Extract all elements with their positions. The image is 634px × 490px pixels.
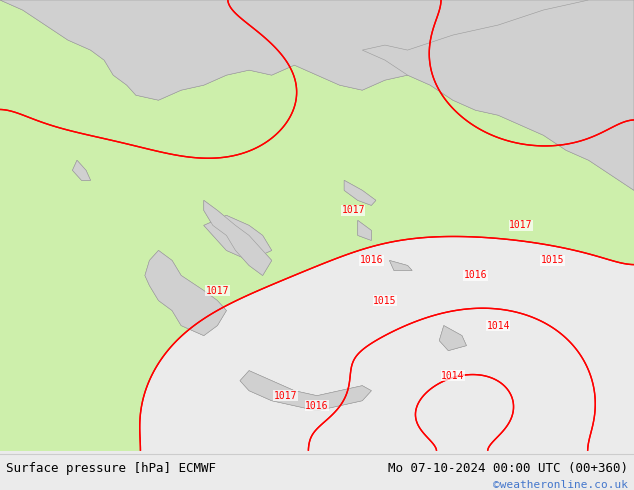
Text: 1014: 1014 <box>486 320 510 331</box>
Polygon shape <box>0 0 634 125</box>
Polygon shape <box>240 370 372 411</box>
Text: Mo 07-10-2024 00:00 UTC (00+360): Mo 07-10-2024 00:00 UTC (00+360) <box>387 462 628 475</box>
Polygon shape <box>240 370 372 411</box>
Text: 1017: 1017 <box>205 286 229 295</box>
Text: 1016: 1016 <box>305 401 329 411</box>
Text: 1017: 1017 <box>273 391 297 401</box>
Text: 1016: 1016 <box>463 270 488 280</box>
Polygon shape <box>362 0 634 190</box>
Text: 1017: 1017 <box>509 220 533 230</box>
Text: 1016: 1016 <box>359 255 383 266</box>
Polygon shape <box>389 261 412 270</box>
Text: Surface pressure [hPa] ECMWF: Surface pressure [hPa] ECMWF <box>6 462 216 475</box>
Polygon shape <box>72 160 91 180</box>
Polygon shape <box>389 261 412 270</box>
Polygon shape <box>439 325 467 351</box>
Polygon shape <box>344 180 376 205</box>
Polygon shape <box>145 250 226 336</box>
Polygon shape <box>344 180 376 205</box>
Polygon shape <box>204 200 272 275</box>
Polygon shape <box>358 220 372 241</box>
Polygon shape <box>204 200 272 275</box>
Polygon shape <box>72 160 91 180</box>
Polygon shape <box>204 216 272 261</box>
Text: 1017: 1017 <box>342 205 365 216</box>
Text: 1015: 1015 <box>541 255 564 266</box>
Polygon shape <box>145 250 226 336</box>
Polygon shape <box>204 216 272 261</box>
Text: ©weatheronline.co.uk: ©weatheronline.co.uk <box>493 480 628 490</box>
Polygon shape <box>0 0 634 125</box>
Text: 1014: 1014 <box>441 370 465 381</box>
Text: 1015: 1015 <box>373 295 397 306</box>
Polygon shape <box>439 325 467 351</box>
Polygon shape <box>362 0 634 190</box>
Polygon shape <box>358 220 372 241</box>
